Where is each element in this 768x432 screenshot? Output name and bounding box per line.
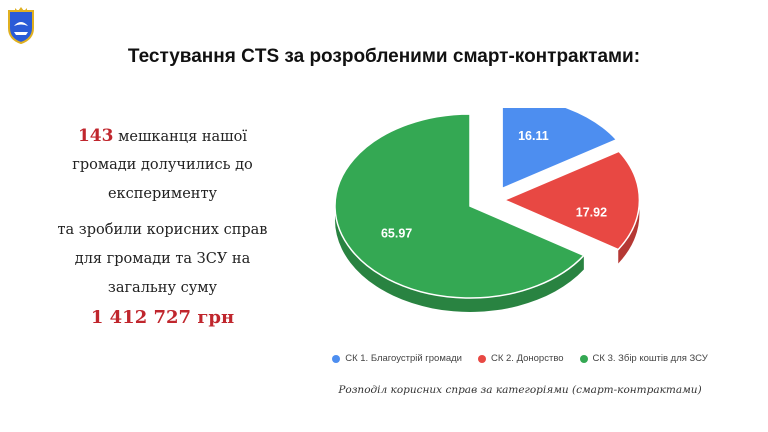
legend-dot-3 [579, 354, 588, 363]
pie-slice-label-3: 65.97 [381, 226, 412, 240]
pie-chart: 16.11 17.92 65.97 [334, 108, 641, 312]
pie-slice-2 [502, 150, 641, 251]
legend-dot-2 [477, 354, 486, 363]
pie-slice-side-3 [335, 206, 584, 312]
city-coat-of-arms-logo [6, 6, 36, 45]
total-amount: 1 412 727 грн [90, 307, 235, 328]
summary-line-4: та зробили корисних справ [57, 222, 268, 238]
pie-slice-label-1: 16.11 [518, 129, 549, 143]
legend-label-2: СК 2. Донорство [490, 353, 564, 364]
page-title: Тестування CTS за розробленими смарт-кон… [127, 46, 641, 67]
summary-line-5: для громади та ЗСУ на [74, 251, 251, 267]
summary-line-2: громади долучились до [72, 157, 253, 173]
legend-label-3: СК 3. Збір коштів для ЗСУ [592, 353, 708, 364]
chart-legend: СК 1. Благоустрій громади СК 2. Донорство… [300, 353, 740, 364]
pie-slice-3 [334, 113, 586, 299]
chart-caption: Розподіл корисних справ за категоріями (… [338, 384, 702, 396]
summary-line-3: експерименту [107, 186, 218, 202]
pie-slice-side-2 [618, 200, 640, 264]
legend-label-1: СК 1. Благоустрій громади [345, 353, 462, 364]
summary-block: 143 мешканця нашої громади долучились до… [20, 122, 305, 332]
summary-line-6: загальну суму [107, 280, 218, 296]
pie-slice-label-2: 17.92 [576, 205, 607, 219]
legend-item-3: СК 3. Збір коштів для ЗСУ [579, 353, 708, 364]
legend-item-1: СК 1. Благоустрій громади [332, 353, 462, 364]
legend-item-2: СК 2. Донорство [477, 353, 564, 364]
pie-slice-1 [501, 108, 618, 190]
participants-count: 143 [77, 126, 114, 146]
legend-dot-1 [332, 354, 341, 363]
summary-line-1: 143 мешканця нашої [77, 126, 248, 146]
